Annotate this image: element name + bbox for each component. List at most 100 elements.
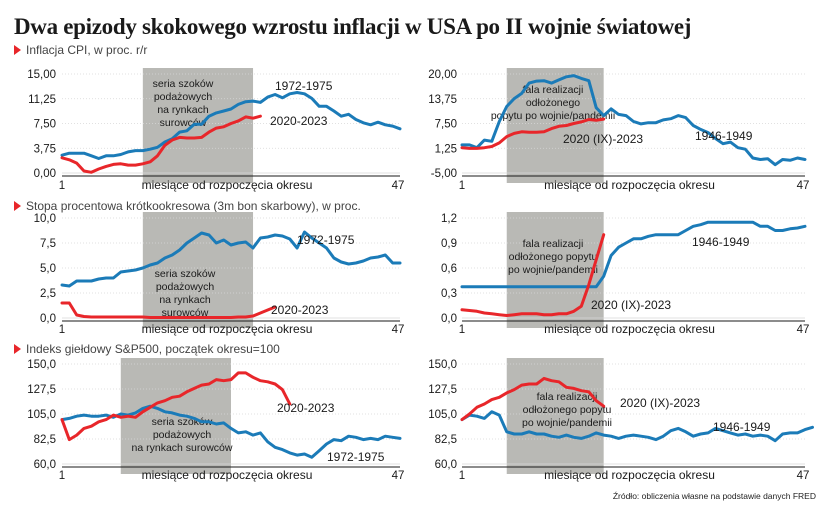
series-label: 1946-1949 — [695, 129, 753, 143]
x-tick-label: 47 — [797, 324, 810, 336]
section-label-text: Inflacja CPI, w proc. r/r — [26, 43, 148, 57]
x-axis-label: miesiące od rozpoczęcia okresu — [142, 468, 313, 482]
shaded-period-label: fala realizacji odłożonego popytu po wojni… — [508, 238, 598, 276]
y-tick-label: 82,5 — [435, 434, 457, 446]
x-tick-label: 1 — [459, 470, 465, 482]
x-tick-label: 1 — [59, 470, 65, 482]
y-tick-label: 60,0 — [435, 459, 457, 471]
shaded-period-label-line: na rynkach surowców — [132, 442, 233, 454]
series-line-red — [460, 376, 606, 422]
y-tick-label: 7,5 — [40, 238, 56, 250]
x-tick-label: 47 — [392, 470, 405, 482]
x-axis-label: miesiące od rozpoczęcia okresu — [544, 178, 715, 192]
series-line-red — [460, 117, 606, 150]
shaded-period-label-line: fala realizacji — [523, 238, 584, 250]
y-tick-label: 10,0 — [34, 213, 56, 225]
x-tick-label: 47 — [797, 470, 810, 482]
y-tick-label: 0,0 — [441, 313, 457, 325]
x-tick-label: 47 — [797, 180, 810, 192]
y-tick-label: 0,0 — [40, 313, 56, 325]
y-tick-label: 1,25 — [435, 143, 457, 155]
y-tick-label: 1,2 — [441, 213, 457, 225]
shaded-period-label-line: odłożonego popytu — [509, 251, 598, 263]
y-tick-label: 7,50 — [435, 119, 457, 131]
series-label: 1972-1975 — [297, 233, 355, 247]
chart-sp500-1972: 60,0 82,5 105,0 127,5 150,0 1 47 miesiące od ro… — [27, 358, 405, 482]
y-tick-label: 0,6 — [441, 263, 457, 275]
chart-sp500-1946: 60,0 82,5 105,0 127,5 150,0 1 47 miesiące od ro… — [428, 358, 814, 482]
shaded-period-label-line: fala realizacji — [523, 84, 584, 96]
shaded-period-label: fala realizacji odłożonego popytu po wojni… — [522, 391, 612, 429]
section-label-text: Stopa procentowa krótkookresowa (3m bon … — [26, 199, 361, 213]
shaded-period-label-line: odłożonego — [526, 97, 580, 109]
y-tick-label: 11,25 — [28, 94, 56, 106]
shaded-period — [142, 212, 254, 328]
shaded-period-label-line: popytu po wojnie/pandemii — [491, 110, 615, 122]
red-triangle-icon — [14, 45, 21, 55]
shaded-period-label: fala realizacji odłożonego popytu po wojni… — [491, 84, 615, 122]
series-label: 1946-1949 — [713, 420, 771, 434]
shaded-period — [506, 358, 604, 474]
source-note: Źródło: obliczenia własne na podstawie d… — [612, 491, 816, 501]
series-label: 2020-2023 — [277, 401, 335, 415]
y-tick-label: -5,00 — [431, 168, 457, 180]
series-label: 2020 (IX)-2023 — [591, 298, 671, 312]
y-tick-label: 0,9 — [441, 238, 457, 250]
series-line-red — [60, 371, 292, 442]
y-tick-label: 60,0 — [34, 459, 56, 471]
y-tick-label: 15,00 — [27, 69, 56, 81]
shaded-period-label: seria szoków podażowych na rynkach surowców — [155, 268, 216, 319]
x-axis-label: miesiące od rozpoczęcia okresu — [142, 322, 313, 336]
shaded-period-label-line: po wojnie/pandemii — [508, 264, 598, 276]
x-tick-label: 47 — [392, 324, 405, 336]
y-tick-label: 13,75 — [428, 94, 457, 106]
shaded-period-label-line: podażowych — [156, 281, 215, 293]
series-label: 1972-1975 — [275, 79, 333, 93]
series-label: 2020-2023 — [270, 114, 328, 128]
shaded-period-label-line: po wojnie/pandemii — [522, 417, 612, 429]
y-tick-label: 105,0 — [428, 409, 457, 421]
chart-cpi-1946: -5,00 1,25 7,50 13,75 20,00 1 47 miesiące od ro… — [428, 68, 810, 192]
y-tick-label: 127,5 — [428, 384, 457, 396]
chart-cpi-1972: 0,00 3,75 7,50 11,25 15,00 1 47 miesiące od roz… — [27, 68, 404, 192]
y-tick-label: 20,00 — [428, 69, 457, 81]
chart-rate-1946: 0,0 0,3 0,6 0,9 1,2 1 47 miesiące od rozpoczęci… — [441, 212, 810, 336]
series-label: 2020 (IX)-2023 — [563, 132, 643, 146]
y-tick-label: 150,0 — [27, 359, 56, 371]
red-triangle-icon — [14, 201, 21, 211]
section-label-text: Indeks giełdowy S&P500, początek okresu=… — [26, 342, 280, 356]
section-label-cpi: Inflacja CPI, w proc. r/r — [14, 43, 147, 57]
series-label: 2020 (IX)-2023 — [620, 396, 700, 410]
series-line-blue — [60, 91, 402, 160]
y-tick-label: 127,5 — [27, 384, 56, 396]
y-tick-label: 0,3 — [441, 288, 457, 300]
series-line-blue — [460, 220, 807, 289]
shaded-period-label-line: podażowych — [153, 429, 212, 441]
x-tick-label: 1 — [59, 324, 65, 336]
x-axis-label: miesiące od rozpoczęcia okresu — [544, 322, 715, 336]
shaded-period — [506, 212, 604, 328]
series-line-red — [60, 301, 277, 319]
y-tick-label: 7,50 — [34, 119, 56, 131]
y-tick-label: 3,75 — [34, 143, 56, 155]
section-label-rate: Stopa procentowa krótkookresowa (3m bon … — [14, 199, 361, 213]
series-line-blue — [460, 74, 807, 167]
shaded-period-label-line: seria szoków — [153, 78, 214, 90]
x-tick-label: 1 — [459, 324, 465, 336]
series-line-red — [60, 114, 262, 174]
y-tick-label: 150,0 — [428, 359, 457, 371]
series-line-red — [460, 233, 606, 317]
shaded-period-label-line: fala realizacji — [537, 391, 598, 403]
shaded-period-label: seria szoków podażowych na rynkach surowców — [153, 78, 214, 129]
shaded-period-label-line: seria szoków — [155, 268, 216, 280]
red-triangle-icon — [14, 344, 21, 354]
y-tick-label: 5,0 — [40, 263, 56, 275]
x-axis-label: miesiące od rozpoczęcia okresu — [544, 468, 715, 482]
shaded-period-label-line: na rynkach — [157, 104, 209, 116]
y-tick-label: 2,5 — [40, 288, 56, 300]
x-tick-label: 1 — [459, 180, 465, 192]
series-label: 1946-1949 — [692, 235, 750, 249]
shaded-period-label-line: surowców — [160, 117, 207, 129]
series-line-blue — [460, 410, 814, 443]
series-label: 2020-2023 — [271, 303, 329, 317]
